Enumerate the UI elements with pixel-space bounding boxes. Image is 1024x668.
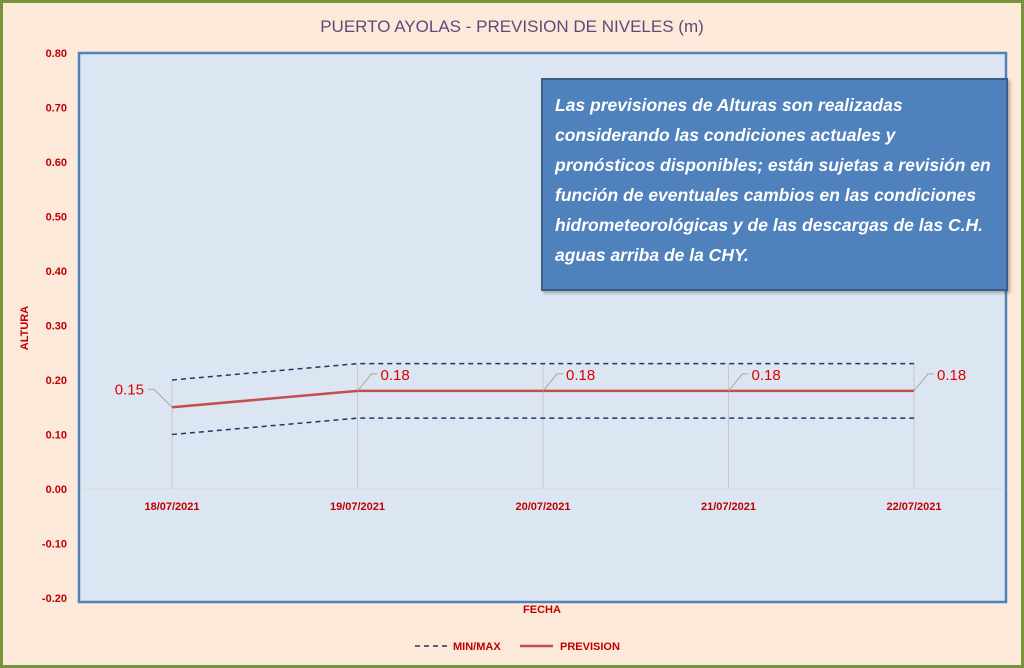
data-label: 0.18 [566, 367, 595, 384]
x-tick-label: 20/07/2021 [515, 501, 570, 513]
series-min-line [171, 417, 914, 436]
data-label: 0.18 [381, 367, 410, 384]
y-axis-label: ALTURA [19, 306, 31, 350]
y-tick-label: 0.80 [46, 48, 67, 60]
y-tick-label: 0.20 [46, 375, 67, 387]
x-axis-label: FECHA [523, 604, 561, 616]
data-label: 0.18 [937, 367, 966, 384]
data-label-leader [542, 373, 563, 392]
legend-prevision-label: PREVISION [560, 641, 620, 653]
y-tick-label: 0.60 [46, 157, 67, 169]
y-tick-label: -0.20 [42, 593, 67, 605]
y-tick-label: -0.10 [42, 539, 67, 551]
x-tick-label: 22/07/2021 [886, 501, 941, 513]
forecast-disclaimer-note: Las previsiones de Alturas son realizada… [541, 78, 1008, 291]
y-tick-label: 0.30 [46, 321, 67, 333]
y-tick-label: 0.10 [46, 430, 67, 442]
data-label: 0.15 [115, 381, 144, 398]
y-tick-label: 0.00 [46, 484, 67, 496]
y-tick-label: 0.50 [46, 212, 67, 224]
x-tick-label: 19/07/2021 [330, 501, 385, 513]
y-tick-label: 0.70 [46, 103, 67, 115]
data-label: 0.18 [752, 367, 781, 384]
y-tick-label: 0.40 [46, 266, 67, 278]
data-label-leader [913, 373, 934, 392]
legend-minmax-label: MIN/MAX [453, 641, 501, 653]
x-tick-label: 21/07/2021 [701, 501, 756, 513]
series-max-line [171, 362, 914, 381]
data-label-leader [728, 373, 749, 392]
data-label-leader [148, 388, 173, 408]
chart-title: PUERTO AYOLAS - PREVISION DE NIVELES (m) [320, 17, 704, 36]
data-label-leader [357, 373, 378, 392]
x-tick-label: 18/07/2021 [144, 501, 199, 513]
